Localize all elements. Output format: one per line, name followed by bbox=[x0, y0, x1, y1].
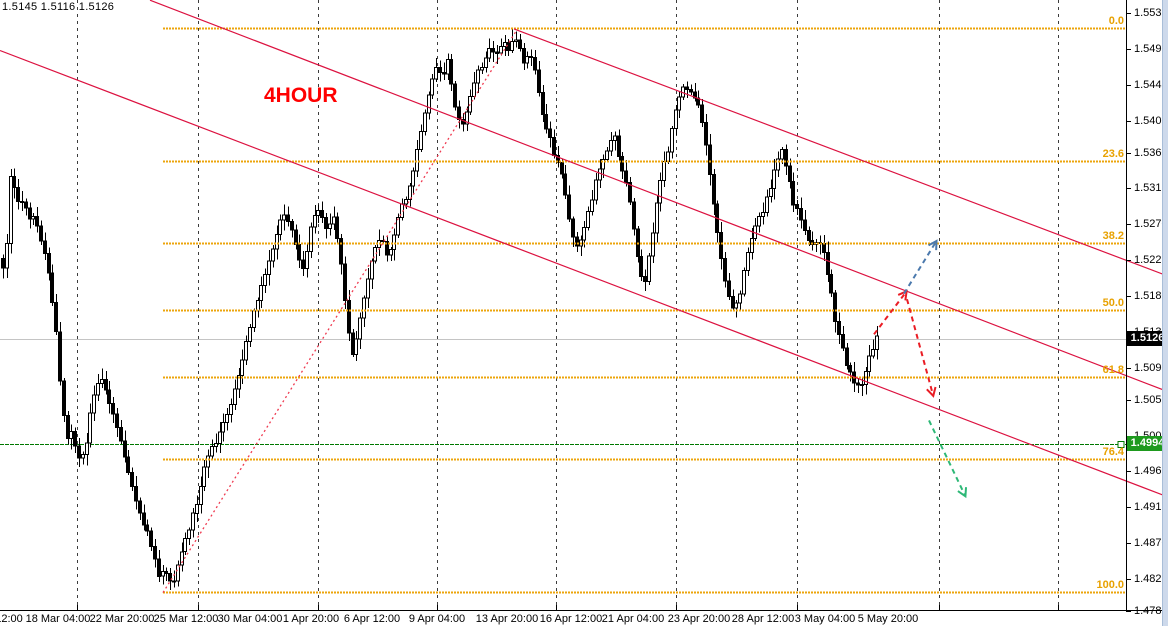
time-tick-label: 23 Apr 20:00 bbox=[667, 613, 731, 625]
channel-line-3[interactable] bbox=[0, 49, 1168, 498]
time-tick-label: 25 Mar 12:00 bbox=[153, 613, 219, 625]
time-tick-label: 9 Apr 04:00 bbox=[408, 613, 466, 625]
fib-level-label: 61.8 bbox=[1102, 363, 1124, 376]
time-tick-label: 13 Apr 20:00 bbox=[475, 613, 539, 625]
fib-level-label: 38.2 bbox=[1102, 230, 1124, 243]
time-tick-label: 3 May 04:00 bbox=[794, 613, 856, 625]
time-tick-label: 12:00 bbox=[0, 613, 23, 625]
price-tick-label: 1.4785 bbox=[1134, 604, 1168, 617]
fib-level-label: 23.6 bbox=[1102, 148, 1124, 161]
price-tick-label: 1.5180 bbox=[1134, 290, 1168, 303]
time-tick-label: 22 Mar 20:00 bbox=[89, 613, 155, 625]
price-tick-label: 1.5445 bbox=[1134, 78, 1168, 91]
time-tick-label: 21 Apr 04:00 bbox=[601, 613, 665, 625]
price-tick-label: 1.5225 bbox=[1134, 254, 1168, 267]
price-tick-label: 1.4825 bbox=[1134, 573, 1168, 586]
price-tick-label: 1.5270 bbox=[1134, 218, 1168, 231]
trend-line-dashed[interactable] bbox=[162, 30, 517, 593]
time-tick-label: 5 May 20:00 bbox=[857, 613, 919, 625]
forecast-arrow-blue-2[interactable] bbox=[903, 239, 938, 295]
fib-level-label: 100.0 bbox=[1096, 578, 1124, 591]
price-tick-label: 1.4870 bbox=[1134, 537, 1168, 550]
timeframe-label: 4HOUR bbox=[264, 84, 338, 107]
time-tick-label: 18 Mar 04:00 bbox=[25, 613, 91, 625]
price-tick-label: 1.4915 bbox=[1134, 501, 1168, 514]
time-tick-label: 1 Apr 20:00 bbox=[282, 613, 340, 625]
fib-level-label: 76.4 bbox=[1102, 445, 1124, 458]
price-tick-label: 1.5090 bbox=[1134, 361, 1168, 374]
time-tick-label: 30 Mar 04:00 bbox=[217, 613, 283, 625]
fib-level-label: 0.0 bbox=[1108, 15, 1124, 28]
forecast-arrow-red-3[interactable] bbox=[906, 298, 937, 398]
forecast-arrow-red-1[interactable] bbox=[873, 289, 908, 335]
price-tick-label: 1.4960 bbox=[1134, 465, 1168, 478]
price-tick-label: 1.5400 bbox=[1134, 114, 1168, 127]
price-tick-label: 1.5360 bbox=[1134, 146, 1168, 159]
time-tick-label: 6 Apr 12:00 bbox=[343, 613, 401, 625]
fib-level-label: 50.0 bbox=[1102, 296, 1124, 309]
window-edge-strip bbox=[1162, 0, 1168, 626]
time-tick-label: 28 Apr 12:00 bbox=[731, 613, 795, 625]
price-tick-label: 1.5490 bbox=[1134, 42, 1168, 55]
forecast-arrow-green-4[interactable] bbox=[928, 419, 968, 499]
channel-line-2[interactable] bbox=[149, 0, 1168, 393]
current-price-box: 1.5126 bbox=[1127, 331, 1168, 347]
marked-price-box: 1.4994 bbox=[1127, 436, 1168, 452]
marked-line-handle[interactable] bbox=[1117, 441, 1125, 448]
time-tick-label: 16 Apr 12:00 bbox=[539, 613, 603, 625]
price-tick-label: 1.5315 bbox=[1134, 182, 1168, 195]
price-tick-label: 1.5535 bbox=[1134, 6, 1168, 19]
quote-readout: 1.5145 1.5116 1.5126 bbox=[2, 1, 115, 13]
channel-line-1[interactable] bbox=[513, 28, 1168, 277]
price-tick-label: 1.5050 bbox=[1134, 393, 1168, 406]
